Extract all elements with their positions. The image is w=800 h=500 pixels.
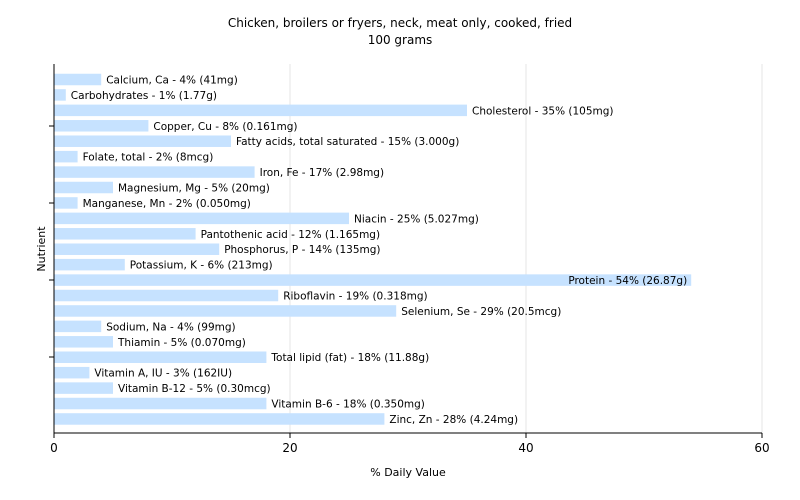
bar-label: Vitamin B-12 - 5% (0.30mcg) [118, 383, 271, 395]
bar-label: Sodium, Na - 4% (99mg) [106, 321, 235, 333]
x-tick-label: 0 [50, 441, 58, 455]
bar-label: Vitamin A, IU - 3% (162IU) [94, 368, 232, 380]
bar-label: Pantothenic acid - 12% (1.165mg) [201, 229, 380, 241]
bar [54, 289, 279, 302]
bar [54, 320, 102, 333]
bar [54, 305, 397, 317]
bar-label: Potassium, K - 6% (213mg) [130, 260, 273, 272]
bar-label: Niacin - 25% (5.027mg) [354, 213, 479, 225]
x-tick-label: 40 [518, 441, 533, 455]
chart-subtitle: 100 grams [368, 33, 433, 47]
bar-label: Cholesterol - 35% (105mg) [472, 105, 614, 117]
bar-label: Iron, Fe - 17% (2.98mg) [260, 167, 384, 179]
bar-label: Phosphorus, P - 14% (135mg) [224, 244, 380, 256]
bar-label: Thiamin - 5% (0.070mg) [117, 337, 246, 349]
bar [54, 166, 255, 178]
x-tick-label: 20 [282, 441, 297, 455]
bar [54, 336, 113, 348]
bar [54, 382, 113, 394]
bar [54, 366, 90, 379]
bar-label: Calcium, Ca - 4% (41mg) [106, 75, 238, 87]
y-axis-label: Nutrient [35, 226, 48, 272]
bar [54, 135, 231, 147]
bar-label: Selenium, Se - 29% (20.5mcg) [401, 306, 561, 318]
bar [54, 274, 692, 286]
bar [54, 120, 149, 132]
bar-label: Vitamin B-6 - 18% (0.350mg) [271, 399, 425, 411]
bar-label: Total lipid (fat) - 18% (11.88g) [270, 352, 429, 364]
x-axis-label: % Daily Value [370, 466, 446, 479]
bar-label: Fatty acids, total saturated - 15% (3.00… [236, 136, 459, 148]
bar [54, 351, 267, 363]
bar-label: Protein - 54% (26.87g) [568, 275, 687, 287]
bar-label: Magnesium, Mg - 5% (20mg) [118, 183, 270, 195]
chart-title: Chicken, broilers or fryers, neck, meat … [228, 16, 572, 30]
bar [54, 197, 78, 209]
bar [54, 104, 467, 117]
bar [54, 181, 113, 194]
bar [54, 243, 220, 255]
bar-label: Zinc, Zn - 28% (4.24mg) [389, 414, 518, 426]
bar [54, 397, 267, 410]
bar [54, 413, 385, 425]
bar [54, 150, 78, 163]
bar [54, 228, 196, 240]
bar-label: Riboflavin - 19% (0.318mg) [283, 291, 427, 303]
bar-label: Manganese, Mn - 2% (0.050mg) [83, 198, 251, 210]
bars: Calcium, Ca - 4% (41mg) Carbohydrates - 1… [54, 73, 692, 426]
bar-label: Folate, total - 2% (8mcg) [83, 152, 214, 164]
x-tick-label: 60 [754, 441, 769, 455]
bar [54, 89, 66, 101]
bar-label: Carbohydrates - 1% (1.77g) [71, 90, 217, 102]
axes: 0 20 40 60 [49, 64, 770, 455]
bar [54, 73, 102, 86]
bar [54, 258, 125, 271]
bar-label: Copper, Cu - 8% (0.161mg) [153, 121, 297, 133]
bar [54, 212, 349, 225]
